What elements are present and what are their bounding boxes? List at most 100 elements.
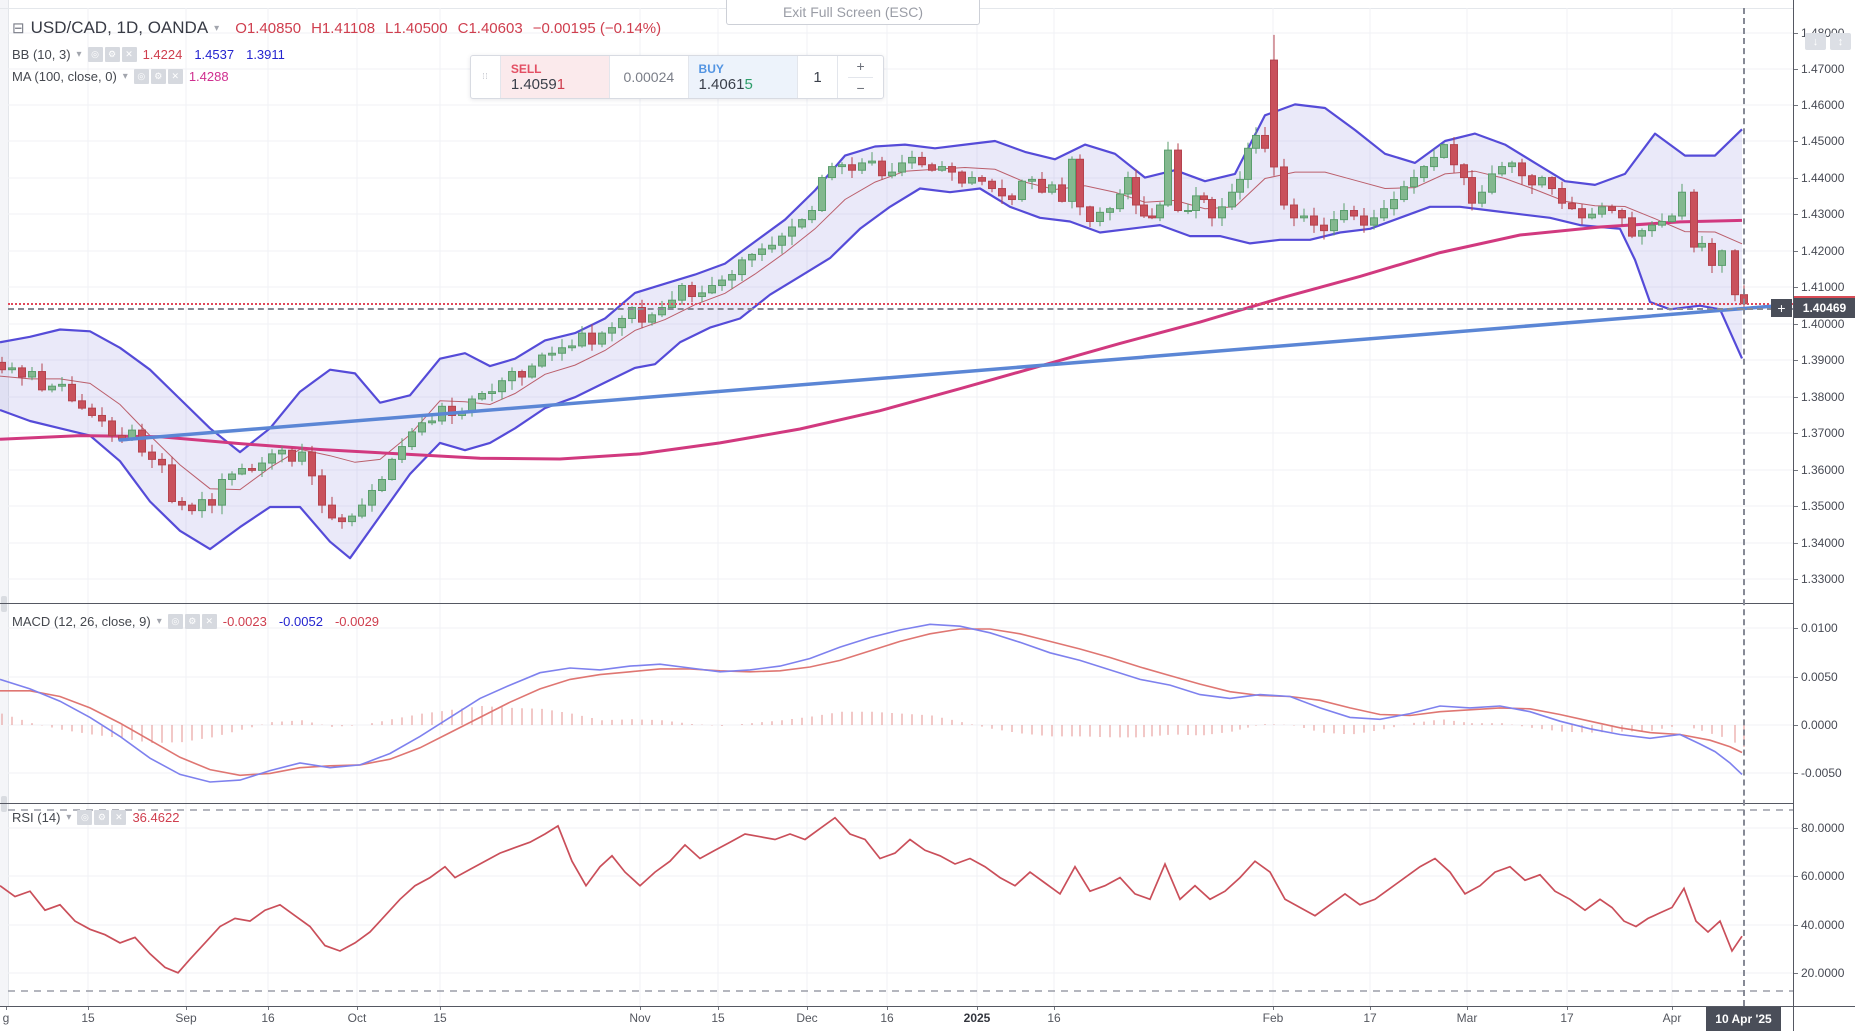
ma-value: 1.4288	[188, 68, 229, 84]
pane-separator-rsi[interactable]	[0, 803, 1793, 804]
bb-value: 1.4224	[142, 46, 183, 62]
price-tick-label: 40.0000	[1794, 918, 1855, 932]
time-tick-label: Dec	[796, 1011, 818, 1025]
add-order-plus-icon[interactable]: +	[1771, 299, 1792, 317]
time-tick	[1467, 1006, 1468, 1010]
time-tick-label: 2025	[963, 1011, 991, 1025]
price-tick-label: 1.47000	[1794, 62, 1855, 76]
time-tick	[640, 1006, 641, 1010]
chevron-down-icon[interactable]: ▾	[76, 48, 82, 60]
rsi-legend: RSI (14) ▾ ◎ ⚙ ✕ 36.4622	[12, 807, 179, 827]
ma-controls: ◎ ⚙ ✕	[133, 68, 183, 84]
crosshair-date-label: 10 Apr '25	[1706, 1007, 1781, 1031]
time-tick-label: g	[2, 1011, 10, 1025]
time-tick-label: Sep	[175, 1011, 197, 1025]
sell-button[interactable]: SELL 1.40591	[500, 56, 611, 98]
gear-icon[interactable]: ⚙	[94, 809, 110, 825]
price-tick-label: 1.35000	[1794, 499, 1855, 513]
macd-values: -0.0023 -0.0052 -0.0029	[223, 614, 379, 629]
rsi-label[interactable]: RSI (14)	[12, 809, 61, 825]
chevron-down-icon[interactable]: ▾	[66, 811, 72, 823]
pane-drag-handle[interactable]	[1, 796, 7, 812]
time-tick-label: 16	[880, 1011, 894, 1025]
price-tick-label: -0.0050	[1794, 766, 1855, 780]
eye-icon[interactable]: ◎	[87, 46, 103, 62]
price-tick-label: 1.41000	[1794, 280, 1855, 294]
pane-drag-handle[interactable]	[1, 596, 7, 612]
time-tick	[88, 1006, 89, 1010]
close-icon[interactable]: ✕	[121, 46, 137, 62]
price-tick-label: 80.0000	[1794, 821, 1855, 835]
gear-icon[interactable]: ⚙	[184, 613, 200, 629]
time-tick	[357, 1006, 358, 1010]
quantity-increase-button[interactable]: +	[848, 56, 873, 78]
price-tick-label: 1.39000	[1794, 353, 1855, 367]
close-icon[interactable]: ✕	[111, 809, 127, 825]
spread-value: 0.00024	[610, 56, 689, 98]
time-tick	[1672, 1006, 1673, 1010]
chevron-down-icon[interactable]: ▾	[156, 615, 162, 627]
exit-fullscreen-tooltip: Exit Full Screen (ESC)	[726, 0, 980, 25]
ma-label[interactable]: MA (100, close, 0)	[12, 68, 117, 84]
macd-label[interactable]: MACD (12, 26, close, 9)	[12, 613, 151, 629]
price-tick-label: 1.36000	[1794, 463, 1855, 477]
last-price-line	[8, 302, 1793, 305]
crosshair-price-label: 1.40469	[1794, 298, 1855, 318]
left-edge-strip	[0, 0, 9, 1031]
chevron-down-icon[interactable]: ▾	[122, 70, 128, 82]
eye-icon[interactable]: ◎	[77, 809, 93, 825]
time-tick	[718, 1006, 719, 1010]
price-tick-label: 60.0000	[1794, 869, 1855, 883]
time-tick	[1054, 1006, 1055, 1010]
ma-values: 1.4288	[189, 69, 229, 84]
eye-icon[interactable]: ◎	[133, 68, 149, 84]
time-tick	[807, 1006, 808, 1010]
time-axis[interactable]: g 15 Sep 16 Oct 15 Nov 15 Dec 16 2025 16 Feb 17 Mar 17 A…	[0, 1006, 1855, 1031]
high-value: H1.41108	[311, 19, 376, 37]
drag-handle-icon[interactable]: ⁞⁞	[471, 56, 501, 98]
low-value: L1.40500	[385, 19, 448, 37]
chevron-down-icon[interactable]: ▾	[214, 22, 220, 34]
close-icon[interactable]: ✕	[201, 613, 217, 629]
eye-icon[interactable]: ◎	[167, 613, 183, 629]
bb-values: 1.4224 1.4537 1.3911	[143, 47, 285, 62]
bb-controls: ◎ ⚙ ✕	[87, 46, 137, 62]
gear-icon[interactable]: ⚙	[104, 46, 120, 62]
crosshair-vertical-line	[1743, 8, 1745, 1006]
pane-separator-macd[interactable]	[0, 603, 1793, 604]
quantity-decrease-button[interactable]: −	[856, 79, 865, 96]
rsi-indicator-row: RSI (14) ▾ ◎ ⚙ ✕ 36.4622	[12, 807, 179, 827]
macd-value: -0.0029	[334, 613, 380, 629]
time-tick	[440, 1006, 441, 1010]
price-axis[interactable]: 1.480001.470001.460001.450001.440001.430…	[1794, 0, 1855, 1006]
collapse-legend-icon[interactable]: ⊟	[12, 19, 25, 37]
symbol-title[interactable]: USD/CAD, 1D, OANDA	[30, 18, 209, 37]
time-tick	[1370, 1006, 1371, 1010]
time-tick-label: 15	[81, 1011, 95, 1025]
price-tick-label: 0.0100	[1794, 621, 1855, 635]
buy-button[interactable]: BUY 1.40615	[688, 56, 798, 98]
macd-pane[interactable]	[0, 603, 1793, 803]
quantity-field[interactable]: 1	[798, 56, 839, 98]
rsi-pane[interactable]	[0, 803, 1793, 1006]
bb-value: 1.3911	[246, 46, 285, 62]
time-tick	[887, 1006, 888, 1010]
close-icon[interactable]: ✕	[167, 68, 183, 84]
macd-controls: ◎ ⚙ ✕	[167, 613, 217, 629]
macd-legend: MACD (12, 26, close, 9) ▾ ◎ ⚙ ✕ -0.0023 -0.005…	[12, 611, 379, 631]
change-value: −0.00195 (−0.14%)	[532, 19, 662, 37]
scroll-to-realtime-button[interactable]: ↓	[1805, 33, 1826, 50]
time-tick-label: 17	[1363, 1011, 1377, 1025]
time-tick-label: 16	[261, 1011, 275, 1025]
auto-scale-button[interactable]: ↕	[1830, 33, 1851, 50]
gear-icon[interactable]: ⚙	[150, 68, 166, 84]
time-tick-label: 15	[711, 1011, 725, 1025]
time-tick	[6, 1006, 7, 1010]
time-tick	[1273, 1006, 1274, 1010]
main-price-pane[interactable]	[0, 8, 1793, 603]
sell-label: SELL	[510, 61, 542, 76]
time-axis-border	[0, 1006, 1855, 1007]
time-tick	[977, 1006, 978, 1010]
bb-label[interactable]: BB (10, 3)	[12, 46, 71, 62]
